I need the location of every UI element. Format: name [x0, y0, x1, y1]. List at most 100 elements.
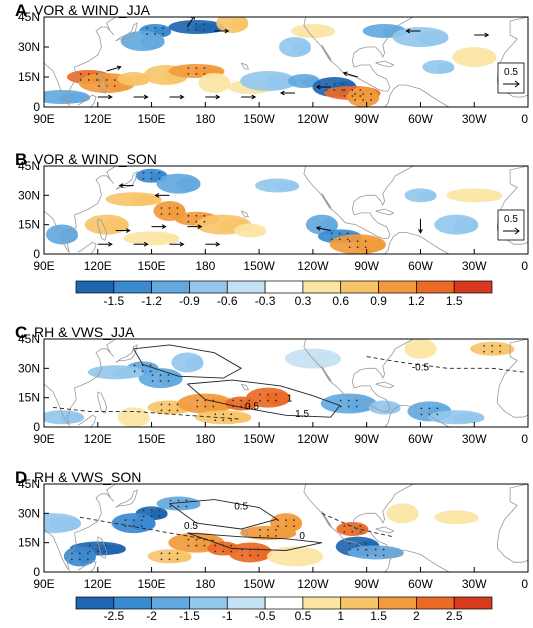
significance-dot — [195, 220, 198, 223]
significance-dot — [267, 528, 269, 531]
significance-dot — [124, 525, 127, 528]
colorbar-swatch — [151, 280, 190, 294]
x-tick-label: 90E — [33, 577, 54, 591]
y-tick-label: 45N — [18, 159, 40, 173]
x-tick-label: 90W — [354, 112, 379, 126]
significance-dot — [203, 220, 206, 223]
x-tick-label: 90W — [354, 577, 379, 591]
significance-dot — [230, 419, 233, 422]
significance-dot — [348, 548, 351, 551]
significance-dot — [168, 552, 171, 555]
significance-dot — [142, 171, 145, 174]
colorbar-label: -2 — [146, 609, 157, 623]
anomaly-blob — [158, 372, 183, 387]
colorbar-swatch — [189, 280, 228, 294]
significance-dot — [124, 519, 127, 522]
y-tick-label: 0 — [33, 100, 40, 114]
significance-dot — [339, 405, 342, 408]
anomaly-blob — [149, 509, 168, 520]
significance-dot — [159, 380, 162, 383]
colorbar-swatch — [302, 596, 342, 610]
significance-dot — [133, 364, 136, 367]
significance-dot — [187, 214, 190, 217]
significance-dot — [167, 374, 170, 377]
coastline — [97, 536, 108, 559]
coastline — [303, 339, 414, 412]
significance-dot — [168, 409, 171, 412]
significance-dot — [158, 171, 161, 174]
contour-label: 0.5 — [234, 501, 248, 512]
significance-dot — [140, 519, 143, 522]
anomaly-blob — [382, 403, 401, 414]
significance-dot — [341, 89, 344, 91]
colorbar-swatch — [416, 596, 455, 610]
x-tick-label: 90E — [33, 112, 54, 126]
anomaly-blob — [131, 517, 156, 532]
coastline — [44, 17, 117, 107]
significance-dot — [86, 558, 89, 561]
wind-vector-head — [108, 94, 113, 100]
significance-dot — [364, 542, 367, 545]
significance-dot — [343, 89, 346, 91]
wind-vector-head — [224, 28, 230, 34]
anomaly-blob — [292, 550, 323, 565]
anomaly-blob — [454, 513, 479, 524]
significance-dot — [325, 83, 328, 85]
significance-dot — [154, 33, 157, 35]
wind-vector-head — [154, 192, 160, 198]
significance-dot — [176, 403, 179, 406]
significance-dot — [168, 207, 171, 209]
coastline — [384, 232, 450, 254]
wind-vector — [316, 227, 331, 232]
significance-dot — [267, 534, 269, 537]
y-tick-label: 45N — [18, 477, 40, 491]
contour-label: 0.5 — [184, 521, 198, 532]
significance-dot — [343, 531, 346, 533]
anomaly-blob — [212, 77, 231, 91]
y-tick-label: 0 — [33, 420, 40, 434]
significance-dot — [150, 177, 153, 180]
panel-letter: D — [15, 468, 27, 487]
significance-dot — [346, 238, 349, 241]
significance-dot — [348, 542, 351, 545]
colorbar-swatch — [226, 280, 266, 294]
x-tick-label: 60W — [408, 259, 433, 273]
y-tick-label: 30N — [18, 188, 40, 202]
significance-dot — [96, 550, 99, 553]
contour-positive — [187, 379, 341, 418]
colorbar-label: 1.2 — [408, 294, 425, 308]
panel-field — [44, 17, 528, 107]
significance-dot — [351, 531, 354, 533]
significance-dot — [88, 550, 91, 553]
significance-dot — [169, 499, 172, 502]
significance-dot — [267, 399, 269, 402]
significance-dot — [78, 552, 81, 555]
anomaly-blob — [265, 391, 291, 406]
significance-dot — [382, 548, 385, 551]
significance-dot — [343, 525, 346, 527]
anomaly-blob — [418, 191, 437, 202]
significance-dot — [87, 79, 90, 81]
x-tick-label: 150W — [243, 112, 275, 126]
significance-dot — [176, 409, 179, 412]
anomaly-blob — [230, 17, 249, 31]
wind-vector-head — [315, 84, 321, 90]
colorbar-label: -0.6 — [217, 294, 238, 308]
x-tick-label: 150E — [138, 112, 166, 126]
wind-vector — [106, 66, 121, 72]
significance-dot — [347, 405, 350, 408]
x-tick-label: 30W — [462, 112, 487, 126]
significance-dot — [203, 214, 206, 217]
colorbar-swatch — [264, 280, 304, 294]
significance-dot — [348, 246, 351, 249]
colorbar-swatch — [113, 280, 152, 294]
x-tick-label: 180 — [195, 112, 215, 126]
significance-dot — [133, 370, 136, 373]
coastline — [115, 22, 138, 42]
wind-vector-head — [251, 94, 257, 100]
y-tick-label: 15N — [18, 70, 40, 84]
panel-letter: B — [15, 150, 27, 169]
significance-dot — [436, 413, 439, 416]
significance-dot — [346, 232, 349, 235]
